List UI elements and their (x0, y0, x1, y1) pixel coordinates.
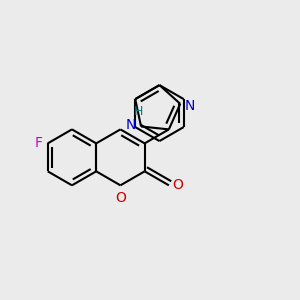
Text: N: N (126, 118, 136, 132)
Text: N: N (185, 99, 195, 113)
Text: F: F (34, 136, 42, 150)
Text: O: O (115, 190, 126, 205)
Text: O: O (172, 178, 183, 192)
Text: H: H (134, 105, 143, 118)
